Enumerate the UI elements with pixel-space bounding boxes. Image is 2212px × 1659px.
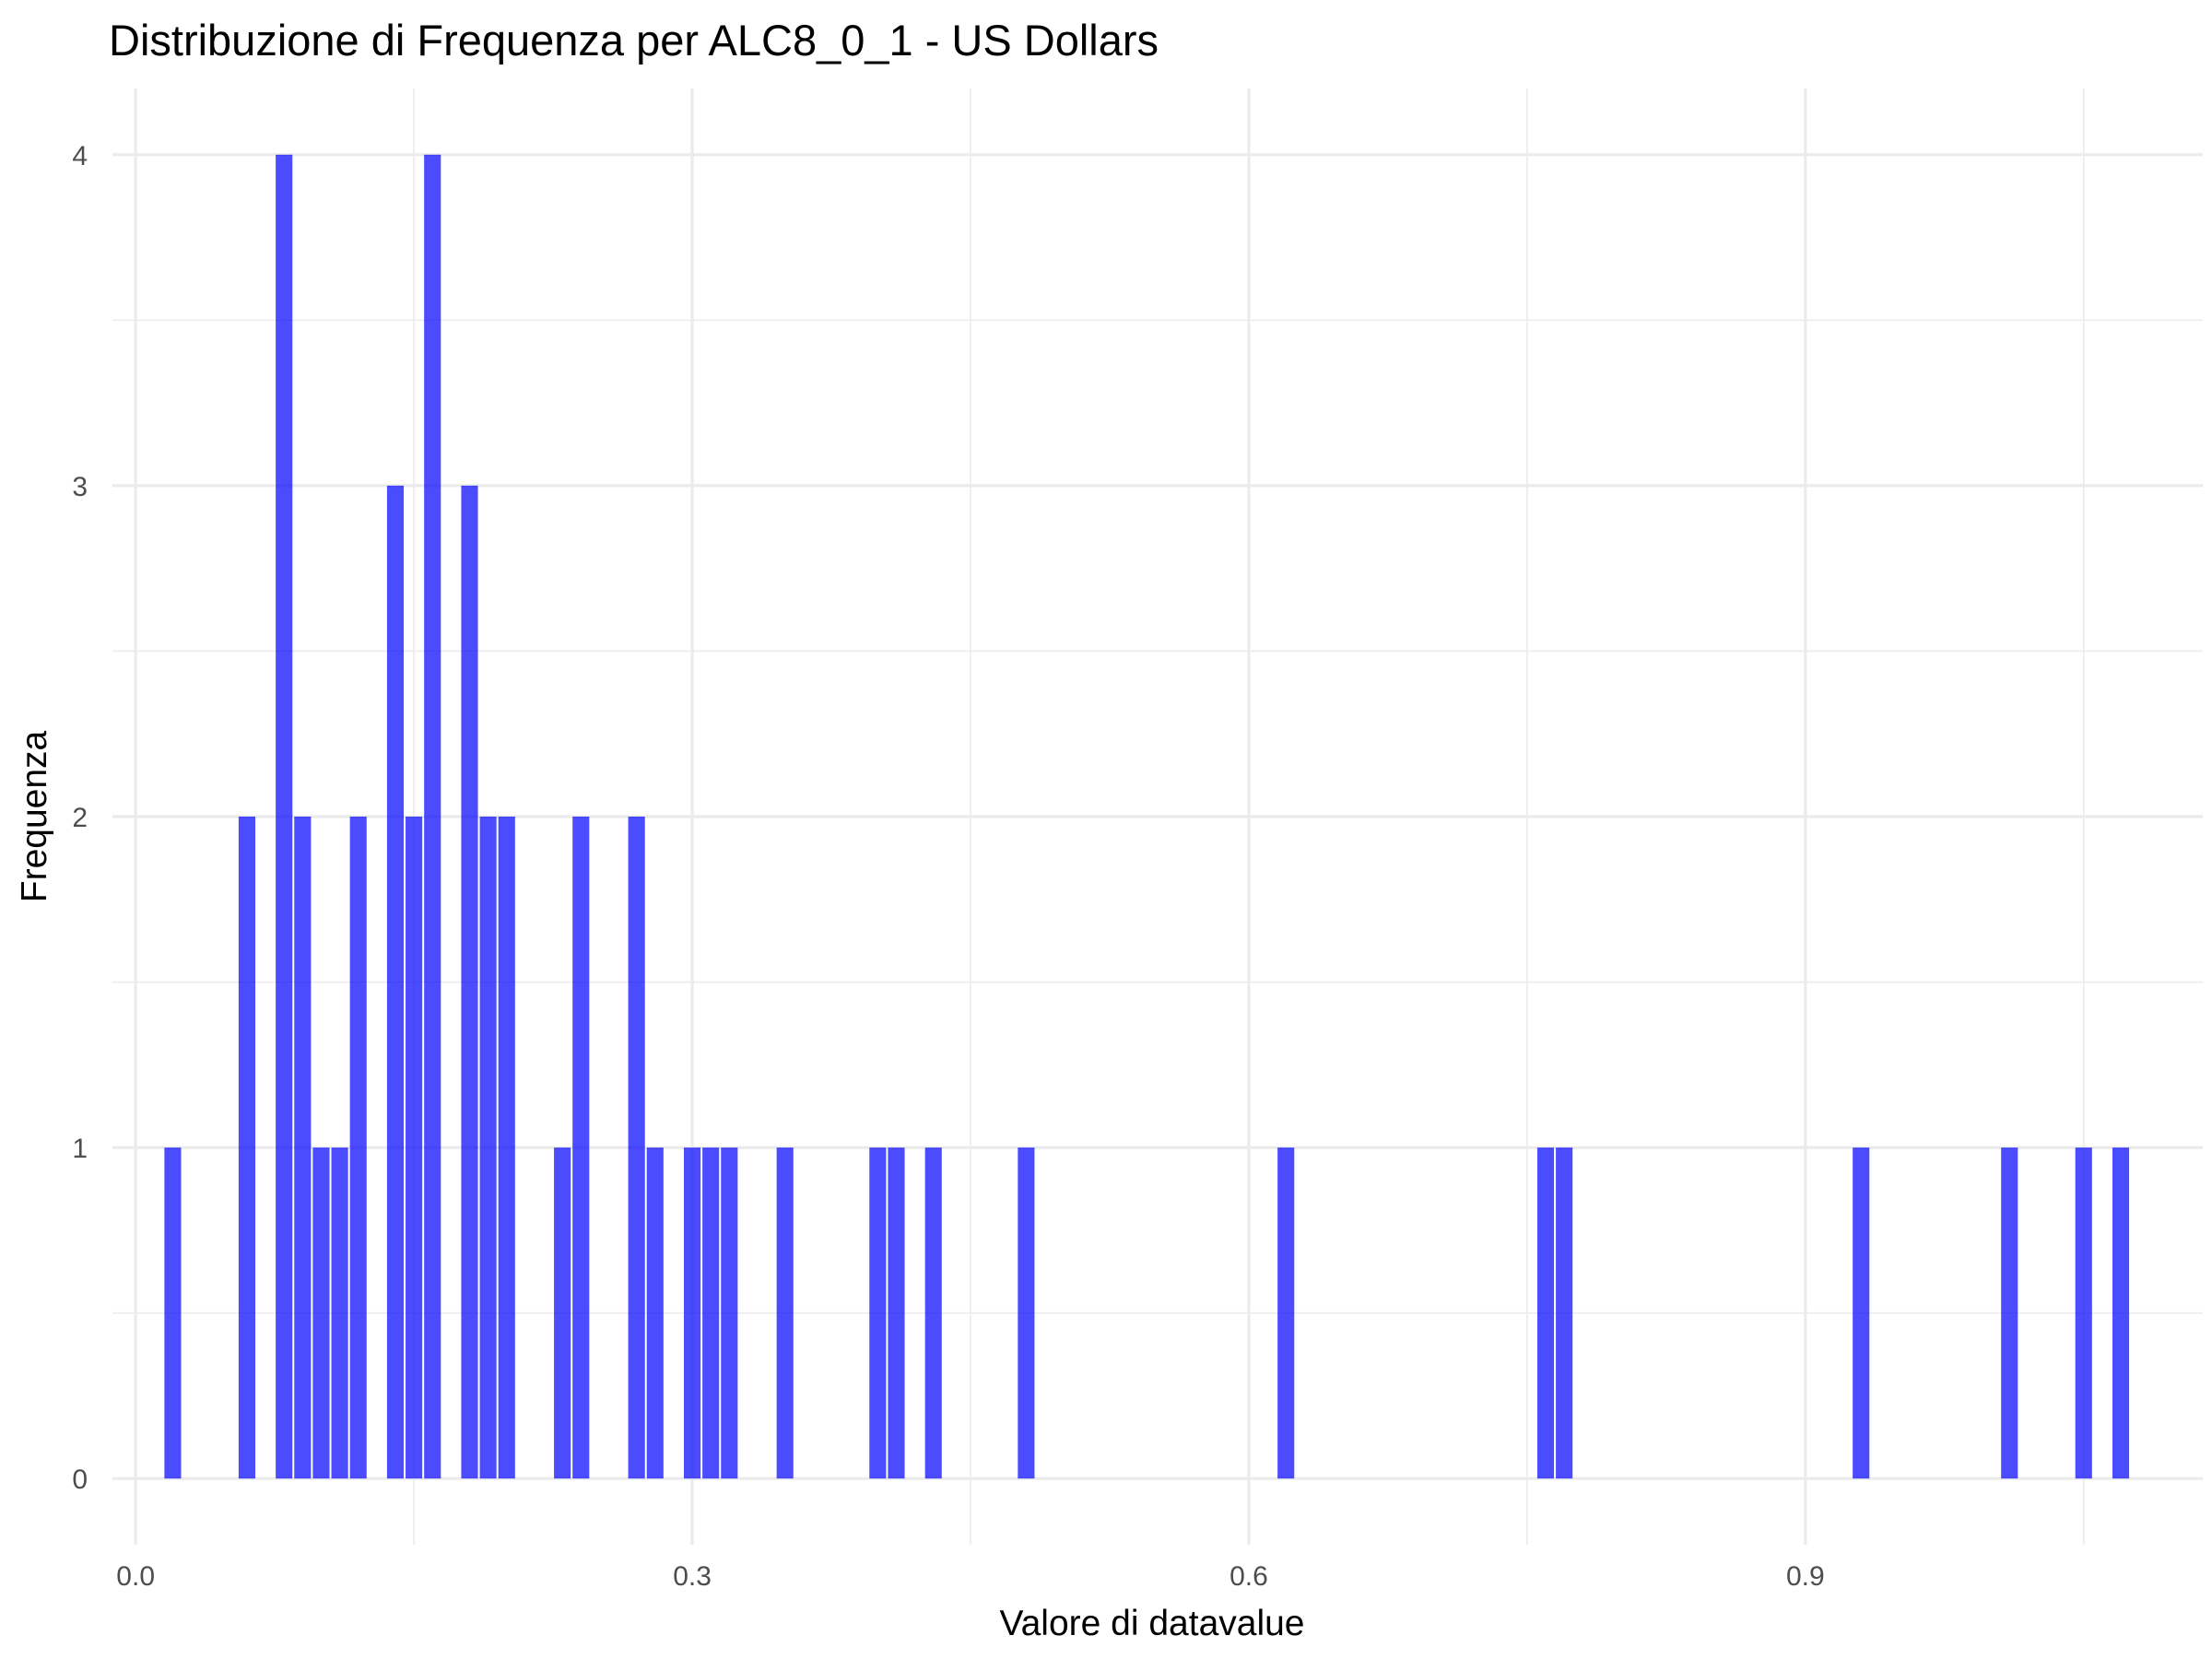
histogram-bar — [2001, 1147, 2018, 1479]
y-tick-label: 1 — [72, 1134, 88, 1164]
x-axis-ticks: 0.0 0.3 0.6 0.9 — [116, 1561, 1824, 1592]
x-tick-label: 0.9 — [1786, 1561, 1825, 1592]
histogram-bar — [776, 1147, 794, 1479]
histogram-bar — [461, 485, 478, 1479]
histogram-bar — [888, 1147, 905, 1479]
histogram-bar — [424, 154, 441, 1479]
histogram-bar — [349, 817, 367, 1479]
histogram-bar — [386, 485, 405, 1479]
histogram-bar — [294, 817, 312, 1479]
y-tick-label: 0 — [72, 1465, 88, 1495]
histogram-bar — [702, 1147, 720, 1479]
x-tick-label: 0.6 — [1230, 1561, 1268, 1592]
histogram-bar — [238, 817, 256, 1479]
histogram-bar — [1853, 1147, 1870, 1479]
y-tick-label: 2 — [72, 803, 88, 833]
y-axis-title: Frequenza — [15, 730, 54, 902]
histogram-bar — [572, 817, 590, 1479]
y-tick-label: 3 — [72, 472, 88, 502]
histogram-bar — [164, 1147, 182, 1479]
histogram-bar — [721, 1147, 738, 1479]
histogram-bar — [683, 1147, 701, 1479]
y-tick-label: 4 — [72, 141, 88, 171]
histogram-bar — [646, 1147, 664, 1479]
histogram-bar — [479, 817, 497, 1479]
histogram-bar — [554, 1147, 571, 1479]
histogram-bar — [498, 817, 515, 1479]
x-tick-label: 0.0 — [116, 1561, 155, 1592]
histogram-bar — [2075, 1147, 2092, 1479]
histogram-bar — [276, 154, 293, 1479]
histogram-bar — [2112, 1147, 2130, 1479]
histogram-bar — [869, 1147, 887, 1479]
histogram-bar — [628, 817, 645, 1479]
histogram-bar — [312, 1147, 330, 1479]
bars — [164, 154, 2130, 1479]
histogram-bar — [331, 1147, 348, 1479]
histogram-bar — [924, 1147, 942, 1479]
histogram-bar — [1277, 1147, 1295, 1479]
histogram-bar — [406, 817, 423, 1479]
x-tick-label: 0.3 — [673, 1561, 712, 1592]
chart-title: Distribuzione di Frequenza per ALC8_0_1 … — [109, 16, 1159, 65]
y-axis-ticks: 0 1 2 3 4 — [72, 141, 88, 1495]
histogram-bar — [1018, 1147, 1035, 1479]
x-axis-title: Valore di datavalue — [999, 1604, 1304, 1643]
histogram-bar — [1556, 1147, 1573, 1479]
histogram-bar — [1536, 1147, 1555, 1479]
